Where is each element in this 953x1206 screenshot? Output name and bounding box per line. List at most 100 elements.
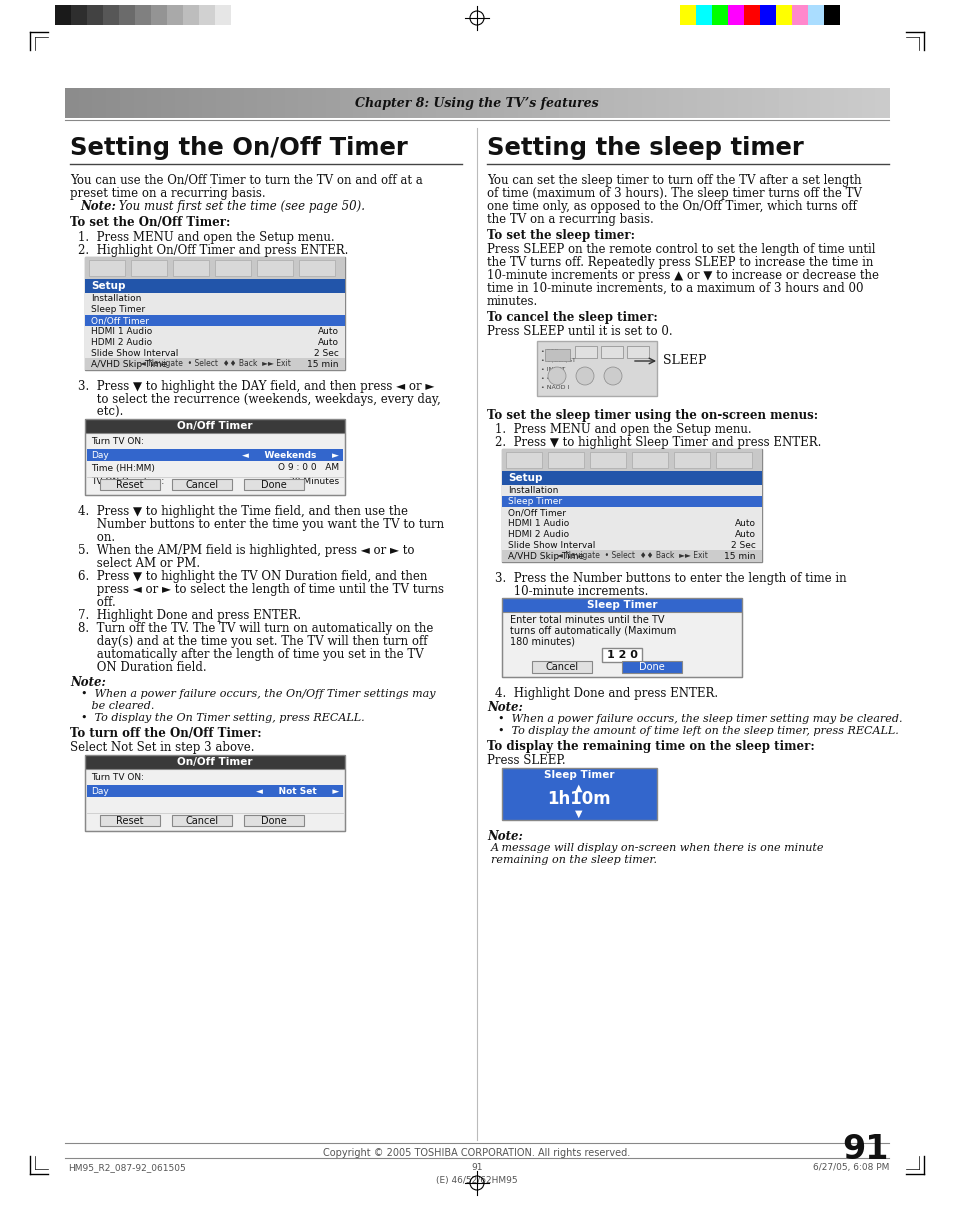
Bar	[547, 452, 583, 468]
Text: automatically after the length of time you set in the TV: automatically after the length of time y…	[78, 648, 423, 661]
Bar	[120, 88, 134, 118]
Bar	[537, 341, 657, 396]
Bar	[575, 346, 597, 358]
Text: On/Off Timer: On/Off Timer	[91, 316, 149, 324]
Text: • NAOD I: • NAOD I	[540, 385, 569, 390]
Bar	[631, 452, 667, 468]
Text: etc).: etc).	[78, 406, 123, 418]
Text: You can use the On/Off Timer to turn the TV on and off at a: You can use the On/Off Timer to turn the…	[70, 174, 422, 187]
Bar	[743, 5, 760, 25]
Bar	[621, 661, 681, 673]
Bar	[501, 449, 761, 472]
Bar	[298, 260, 335, 276]
Bar	[723, 88, 739, 118]
Bar	[805, 88, 821, 118]
Bar	[573, 88, 587, 118]
Bar	[501, 611, 741, 677]
Bar	[490, 88, 505, 118]
Text: Select Not Set in step 3 above.: Select Not Set in step 3 above.	[70, 740, 254, 754]
Text: ◄ Navigate  • Select  ♦♦ Back  ►► Exit: ◄ Navigate • Select ♦♦ Back ►► Exit	[556, 551, 707, 561]
Text: the TV on a recurring basis.: the TV on a recurring basis.	[486, 213, 653, 226]
Bar	[131, 260, 167, 276]
Text: Cancel: Cancel	[185, 815, 218, 825]
Text: ON Duration field.: ON Duration field.	[78, 661, 207, 674]
Text: 2.  Press ▼ to highlight Sleep Timer and press ENTER.: 2. Press ▼ to highlight Sleep Timer and …	[495, 437, 821, 449]
Text: to select the recurrence (weekends, weekdays, every day,: to select the recurrence (weekends, week…	[78, 393, 440, 406]
Bar	[85, 755, 345, 831]
Bar	[601, 648, 641, 662]
Bar	[760, 5, 775, 25]
Bar	[751, 88, 765, 118]
Bar	[189, 88, 203, 118]
Bar	[558, 88, 574, 118]
Text: Slide Show Interval: Slide Show Interval	[91, 349, 178, 358]
Bar	[161, 88, 175, 118]
Bar	[823, 5, 840, 25]
Bar	[284, 88, 299, 118]
Bar	[820, 88, 834, 118]
Text: •  When a power failure occurs, the On/Off Timer settings may: • When a power failure occurs, the On/Of…	[74, 689, 435, 699]
Bar	[501, 598, 741, 677]
Text: You can set the sleep timer to turn off the TV after a set length: You can set the sleep timer to turn off …	[486, 174, 861, 187]
Bar	[85, 293, 345, 304]
Bar	[436, 88, 450, 118]
Bar	[367, 88, 381, 118]
Text: 3.  Press the Number buttons to enter the length of time in: 3. Press the Number buttons to enter the…	[495, 572, 845, 585]
Text: Day: Day	[91, 786, 109, 796]
Bar	[544, 349, 569, 361]
Text: Turn TV ON:: Turn TV ON:	[91, 438, 144, 446]
Text: HDMI 2 Audio: HDMI 2 Audio	[91, 338, 152, 347]
Text: Press SLEEP until it is set to 0.: Press SLEEP until it is set to 0.	[486, 324, 672, 338]
Bar	[501, 472, 761, 485]
Text: 180 minutes): 180 minutes)	[510, 637, 575, 646]
Bar	[501, 519, 761, 529]
Bar	[727, 5, 743, 25]
Bar	[85, 358, 345, 370]
Bar	[230, 88, 244, 118]
Bar	[87, 449, 343, 461]
Text: HDMI 1 Audio: HDMI 1 Audio	[507, 519, 569, 528]
Bar	[85, 349, 345, 359]
Bar	[202, 88, 217, 118]
Bar	[395, 88, 409, 118]
Text: be cleared.: be cleared.	[74, 701, 154, 712]
Text: 1.  Press MENU and open the Setup menu.: 1. Press MENU and open the Setup menu.	[495, 423, 751, 437]
Bar	[151, 5, 167, 25]
Bar	[85, 418, 345, 494]
Text: 4.  Highlight Done and press ENTER.: 4. Highlight Done and press ENTER.	[495, 687, 718, 699]
Bar	[764, 88, 780, 118]
Text: Installation: Installation	[91, 294, 141, 303]
Bar	[600, 346, 622, 358]
Text: 1h10m: 1h10m	[547, 790, 610, 808]
Text: Done: Done	[639, 662, 664, 672]
Bar	[257, 88, 272, 118]
Bar	[655, 88, 670, 118]
Bar	[716, 452, 751, 468]
Text: 10-minute increments or press ▲ or ▼ to increase or decrease the: 10-minute increments or press ▲ or ▼ to …	[486, 269, 878, 282]
Text: 91: 91	[471, 1163, 482, 1172]
Text: Reset: Reset	[116, 815, 144, 825]
Text: Slide Show Interval: Slide Show Interval	[507, 541, 595, 550]
Bar	[85, 769, 345, 831]
Bar	[244, 479, 304, 490]
Text: •  To display the On Timer setting, press RECALL.: • To display the On Timer setting, press…	[74, 713, 364, 724]
Bar	[501, 551, 761, 562]
Bar	[600, 88, 615, 118]
Bar	[673, 452, 709, 468]
Text: 7.  Highlight Done and press ENTER.: 7. Highlight Done and press ENTER.	[78, 609, 301, 622]
Bar	[532, 661, 592, 673]
Text: Note:: Note:	[70, 677, 106, 689]
Bar	[148, 88, 162, 118]
Bar	[135, 5, 151, 25]
Bar	[183, 5, 199, 25]
Bar	[339, 88, 354, 118]
Text: 4.  Press ▼ to highlight the Time field, and then use the: 4. Press ▼ to highlight the Time field, …	[78, 505, 408, 519]
Bar	[501, 768, 657, 820]
Bar	[133, 88, 149, 118]
Bar	[100, 815, 160, 826]
Text: A/VHD Skip Time: A/VHD Skip Time	[507, 552, 583, 561]
Text: Copyright © 2005 TOSHIBA CORPORATION. All rights reserved.: Copyright © 2005 TOSHIBA CORPORATION. Al…	[323, 1148, 630, 1158]
Bar	[172, 260, 209, 276]
Text: TV ON Duration:: TV ON Duration:	[91, 476, 164, 486]
Bar	[353, 88, 368, 118]
